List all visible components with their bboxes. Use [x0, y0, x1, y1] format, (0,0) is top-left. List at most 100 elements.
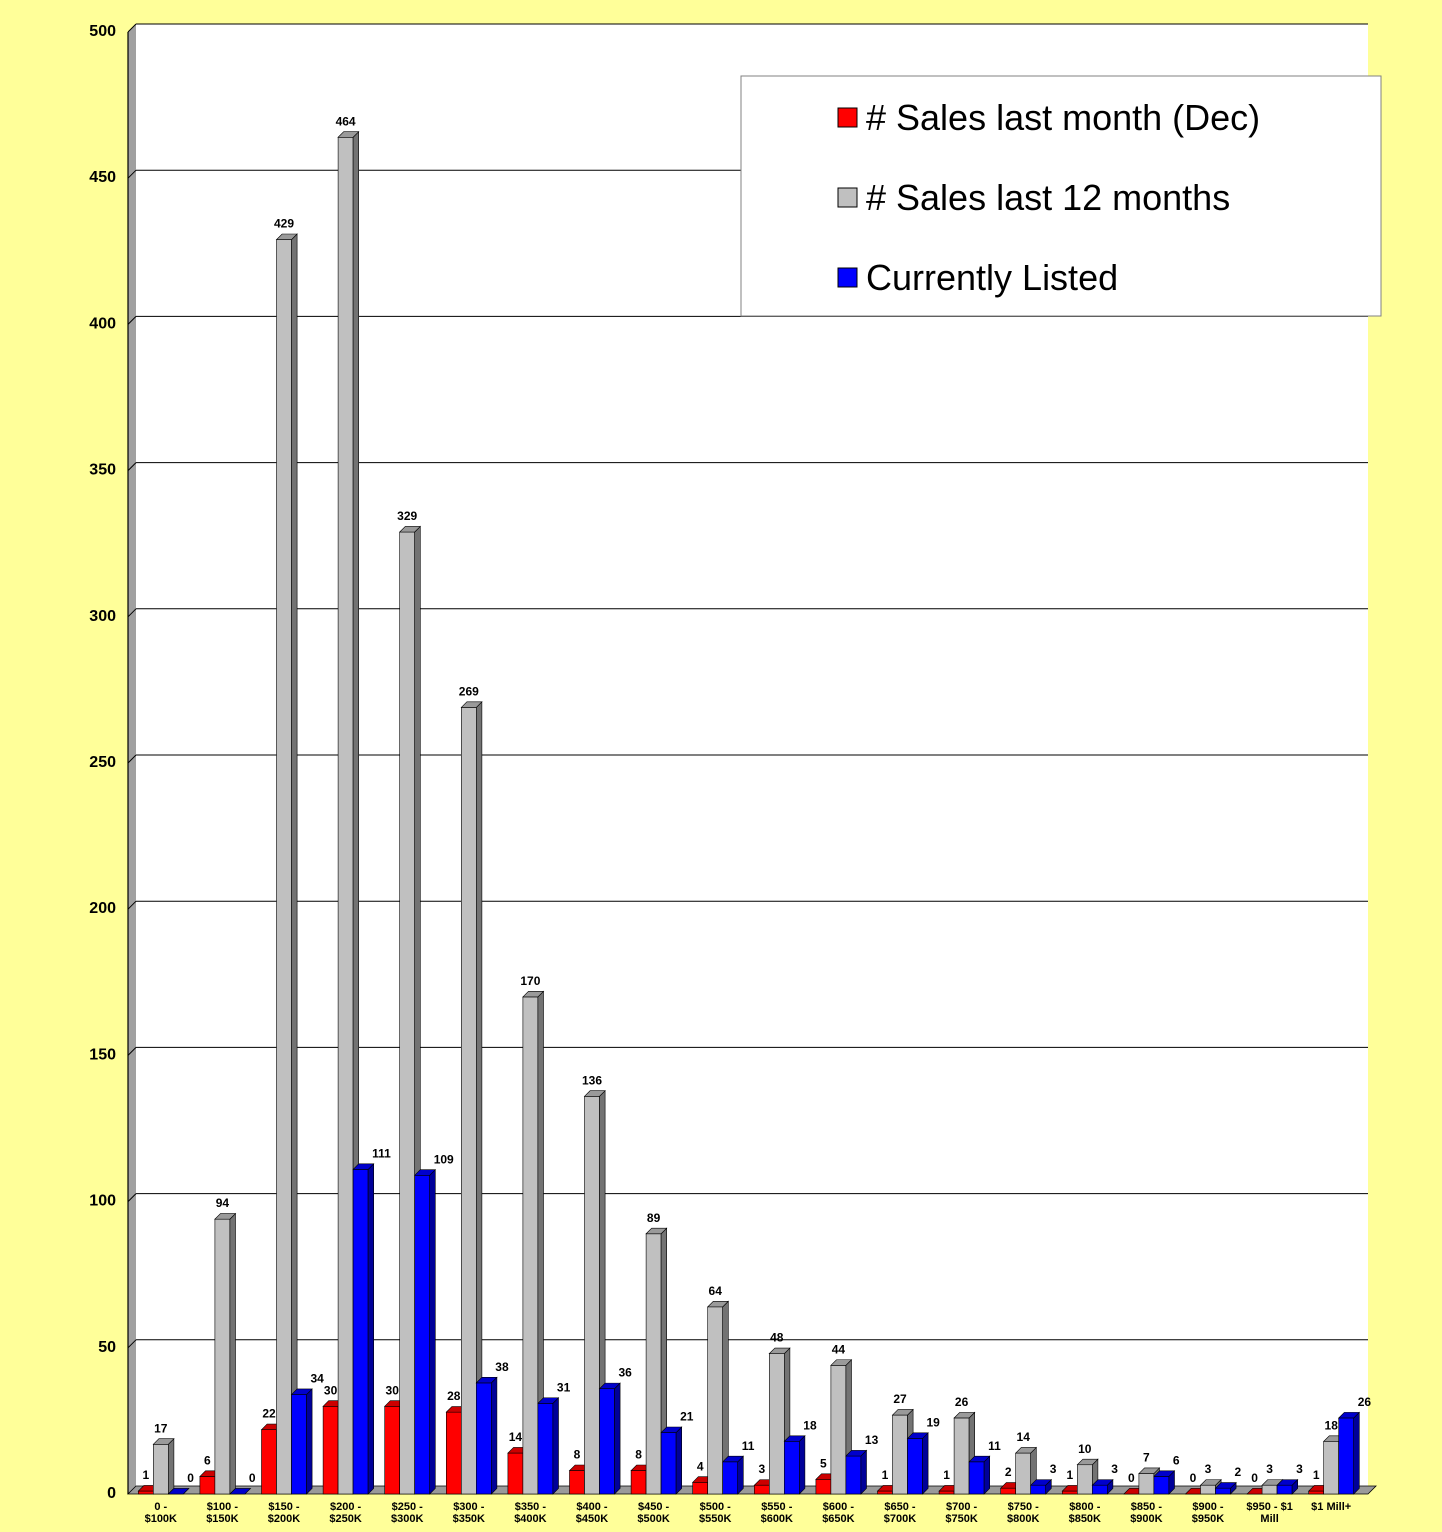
x-tick-label-line: $750K [945, 1513, 977, 1525]
bar-front [1015, 1452, 1032, 1495]
data-label: 170 [520, 974, 540, 988]
bar-top [337, 131, 360, 138]
x-tick-label-line: $250K [329, 1513, 361, 1525]
bar [460, 701, 483, 1495]
legend-swatch [837, 267, 858, 288]
bar [645, 1227, 668, 1495]
bar-front [892, 1414, 908, 1495]
x-tick-label-line: $100K [145, 1513, 177, 1525]
bar-front [399, 531, 416, 1495]
x-tick-label: $150 -$200K [268, 1501, 300, 1525]
data-label: 4 [697, 1459, 704, 1473]
bar-front [1215, 1487, 1231, 1495]
bar [413, 1168, 437, 1495]
x-tick-label-line: $700K [884, 1513, 916, 1525]
bar-front [815, 1479, 832, 1495]
bar-top [783, 1435, 806, 1442]
bar-side [860, 1449, 867, 1495]
bar [167, 1488, 190, 1495]
x-tick-label: $400 -$450K [576, 1501, 608, 1525]
bar-side [1353, 1411, 1360, 1495]
data-label: 2 [1235, 1465, 1242, 1479]
bar-front [261, 1429, 277, 1495]
bar-front [214, 1218, 231, 1495]
bar-top [1091, 1479, 1114, 1486]
data-label: 3 [1111, 1462, 1118, 1476]
data-label: 1 [142, 1468, 149, 1482]
bar-front [877, 1490, 893, 1495]
x-tick-label-line: $800K [1007, 1513, 1039, 1525]
legend: # Sales last month (Dec) # Sales last 12 … [740, 75, 1382, 317]
bar-front [460, 707, 477, 1495]
gridline-wall [127, 462, 137, 471]
x-tick-label-line: $450K [576, 1513, 608, 1525]
bar-front [522, 996, 539, 1495]
data-label: 5 [820, 1456, 827, 1470]
x-tick-label-line: $600K [761, 1513, 793, 1525]
bar [1276, 1478, 1299, 1495]
data-label: 30 [324, 1383, 338, 1397]
bar-front [907, 1438, 923, 1495]
x-tick-label: $450 -$500K [637, 1501, 669, 1525]
x-tick-label-line: $850K [1069, 1513, 1101, 1525]
y-tick-label: 200 [89, 900, 116, 917]
y-tick-label: 250 [89, 754, 116, 771]
bar-front [660, 1432, 677, 1495]
data-label: 11 [742, 1439, 755, 1453]
bar-front [768, 1353, 785, 1495]
data-label: 8 [574, 1448, 581, 1462]
y-tick-label: 300 [89, 608, 116, 625]
bar-top [1337, 1412, 1361, 1419]
bar-top [845, 1450, 868, 1457]
data-label: 0 [249, 1471, 256, 1485]
bar-front [1077, 1464, 1093, 1495]
data-label: 18 [803, 1418, 817, 1432]
bar-front [276, 239, 292, 1495]
bar [1214, 1481, 1237, 1495]
bar-top [275, 233, 298, 240]
bar-top [1138, 1467, 1161, 1474]
x-tick-label: $950 - $1 Mill [1246, 1501, 1292, 1525]
x-tick-label-line: $650 - [884, 1501, 916, 1513]
bar-front [507, 1452, 524, 1495]
data-label: 329 [397, 509, 417, 523]
bar-top [1014, 1447, 1038, 1454]
x-tick-label-line: $200K [268, 1513, 300, 1525]
x-tick-label: $100 -$150K [206, 1501, 238, 1525]
bar-top [706, 1300, 730, 1308]
data-label: 27 [893, 1392, 907, 1406]
bar [968, 1455, 991, 1495]
data-label: 111 [372, 1146, 391, 1160]
data-label: 109 [434, 1152, 454, 1166]
data-label: 94 [216, 1196, 230, 1210]
bar-top [645, 1227, 668, 1235]
bar-front [1138, 1473, 1155, 1495]
bar-side [229, 1212, 236, 1495]
legend-label: # Sales last month (Dec) [866, 97, 1260, 138]
data-label: 19 [927, 1415, 941, 1429]
bar-top [968, 1455, 991, 1463]
bar-side [922, 1432, 929, 1495]
x-tick-label-line: $900 - [1192, 1501, 1224, 1513]
data-label: 429 [274, 217, 294, 231]
bar-top [1029, 1479, 1053, 1486]
data-label: 14 [509, 1430, 523, 1444]
x-tick-label: $850 -$900K [1130, 1501, 1162, 1525]
bar-front [1261, 1484, 1278, 1495]
data-label: 3 [758, 1462, 765, 1476]
data-label: 0 [1251, 1471, 1258, 1485]
data-label: 1 [943, 1468, 950, 1482]
x-tick-label: $800 -$850K [1069, 1501, 1101, 1525]
bar-front [569, 1470, 585, 1495]
x-tick-label-line: $350 - [515, 1501, 547, 1513]
data-label: 17 [154, 1421, 168, 1435]
bar [214, 1212, 237, 1495]
data-label: 7 [1143, 1451, 1150, 1465]
x-tick-label: $500 -$550K [699, 1501, 731, 1525]
bar-side [490, 1376, 498, 1495]
data-label: 269 [459, 684, 479, 698]
bar [906, 1432, 929, 1495]
bar-top [1199, 1479, 1222, 1486]
